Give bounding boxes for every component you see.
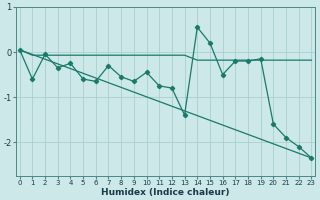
X-axis label: Humidex (Indice chaleur): Humidex (Indice chaleur) [101,188,230,197]
